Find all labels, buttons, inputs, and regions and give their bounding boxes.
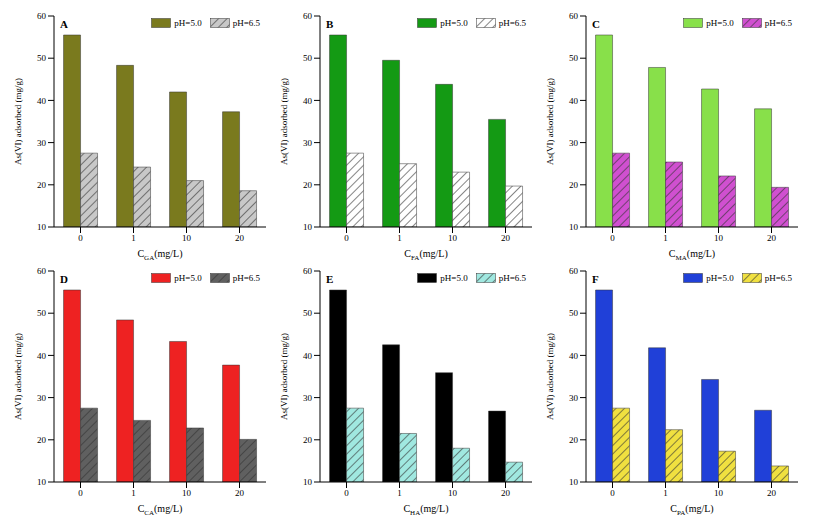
svg-text:20: 20: [569, 435, 579, 445]
svg-text:20: 20: [303, 435, 313, 445]
html-text:pH=6.5: pH=6.5: [498, 18, 526, 28]
html-text:B: B: [326, 18, 334, 30]
html-text:pH=6.5: pH=6.5: [232, 273, 260, 283]
svg-text:10: 10: [448, 233, 458, 243]
svg-text:20: 20: [235, 233, 245, 243]
svg-text:As(VI) adsorbed (mg/g): As(VI) adsorbed (mg/g): [545, 333, 555, 420]
svg-text:As(VI) adsorbed (mg/g): As(VI) adsorbed (mg/g): [13, 333, 23, 420]
svg-text:CMA(mg/L): CMA(mg/L): [669, 248, 715, 262]
html-text:pH=5.0: pH=5.0: [440, 273, 468, 283]
svg-text:CCA(mg/L): CCA(mg/L): [138, 503, 183, 517]
svg-text:40: 40: [37, 96, 47, 106]
svg-text:10: 10: [37, 477, 47, 487]
svg-text:CPA(mg/L): CPA(mg/L): [670, 503, 713, 517]
svg-text:10: 10: [569, 477, 579, 487]
svg-text:0: 0: [78, 233, 83, 243]
svg-text:40: 40: [303, 96, 313, 106]
html-text:pH=5.0: pH=5.0: [706, 18, 734, 28]
svg-text:As(VI) adsorbed (mg/g): As(VI) adsorbed (mg/g): [13, 78, 23, 165]
html-text:D: D: [60, 273, 68, 285]
html-text:pH=6.5: pH=6.5: [232, 18, 260, 28]
svg-text:10: 10: [303, 477, 313, 487]
svg-text:0: 0: [610, 488, 615, 498]
svg-text:60: 60: [37, 11, 47, 21]
svg-text:30: 30: [37, 138, 47, 148]
svg-text:20: 20: [501, 233, 511, 243]
svg-text:30: 30: [303, 393, 313, 403]
svg-text:20: 20: [37, 435, 47, 445]
svg-text:10: 10: [182, 233, 192, 243]
svg-text:50: 50: [37, 308, 47, 318]
svg-text:50: 50: [569, 308, 579, 318]
html-text:pH=6.5: pH=6.5: [764, 18, 792, 28]
svg-text:10: 10: [182, 488, 192, 498]
svg-text:1: 1: [663, 233, 668, 243]
svg-text:40: 40: [37, 351, 47, 361]
svg-text:1: 1: [131, 233, 136, 243]
svg-text:As(VI) adsorbed (mg/g): As(VI) adsorbed (mg/g): [545, 78, 555, 165]
svg-text:10: 10: [37, 222, 47, 232]
svg-text:10: 10: [714, 233, 724, 243]
svg-text:50: 50: [303, 308, 313, 318]
svg-text:1: 1: [397, 488, 402, 498]
svg-text:0: 0: [78, 488, 83, 498]
svg-text:60: 60: [569, 266, 579, 276]
svg-text:30: 30: [303, 138, 313, 148]
svg-text:60: 60: [303, 11, 313, 21]
svg-text:1: 1: [663, 488, 668, 498]
svg-text:40: 40: [569, 351, 579, 361]
svg-text:20: 20: [767, 233, 777, 243]
html-text:pH=5.0: pH=5.0: [174, 18, 202, 28]
svg-text:60: 60: [569, 11, 579, 21]
svg-text:0: 0: [344, 488, 349, 498]
html-text:E: E: [326, 273, 334, 285]
svg-text:20: 20: [569, 180, 579, 190]
svg-text:30: 30: [569, 138, 579, 148]
svg-text:60: 60: [303, 266, 313, 276]
svg-text:As(VI) adsorbed (mg/g): As(VI) adsorbed (mg/g): [279, 78, 289, 165]
html-text:pH=5.0: pH=5.0: [440, 18, 468, 28]
html-text:pH=5.0: pH=5.0: [174, 273, 202, 283]
svg-text:40: 40: [303, 351, 313, 361]
svg-text:50: 50: [303, 53, 313, 63]
html-text:A: A: [60, 18, 68, 30]
html-text:C: C: [592, 18, 600, 30]
svg-text:50: 50: [37, 53, 47, 63]
html-text:pH=6.5: pH=6.5: [764, 273, 792, 283]
svg-text:CGA(mg/L): CGA(mg/L): [137, 248, 182, 262]
svg-text:20: 20: [37, 180, 47, 190]
svg-text:10: 10: [569, 222, 579, 232]
svg-text:10: 10: [448, 488, 458, 498]
svg-text:0: 0: [610, 233, 615, 243]
svg-text:CFA(mg/L): CFA(mg/L): [404, 248, 447, 262]
svg-text:1: 1: [397, 233, 402, 243]
svg-text:CHA(mg/L): CHA(mg/L): [403, 503, 448, 517]
html-text:pH=6.5: pH=6.5: [498, 273, 526, 283]
svg-text:10: 10: [303, 222, 313, 232]
svg-text:As(VI) adsorbed (mg/g): As(VI) adsorbed (mg/g): [279, 333, 289, 420]
svg-text:40: 40: [569, 96, 579, 106]
svg-text:30: 30: [37, 393, 47, 403]
svg-text:20: 20: [235, 488, 245, 498]
svg-text:60: 60: [37, 266, 47, 276]
html-text:pH=5.0: pH=5.0: [706, 273, 734, 283]
svg-text:20: 20: [501, 488, 511, 498]
svg-text:50: 50: [569, 53, 579, 63]
svg-text:20: 20: [303, 180, 313, 190]
svg-text:10: 10: [714, 488, 724, 498]
svg-text:0: 0: [344, 233, 349, 243]
html-text:F: F: [592, 273, 599, 285]
svg-text:20: 20: [767, 488, 777, 498]
svg-text:30: 30: [569, 393, 579, 403]
svg-text:1: 1: [131, 488, 136, 498]
